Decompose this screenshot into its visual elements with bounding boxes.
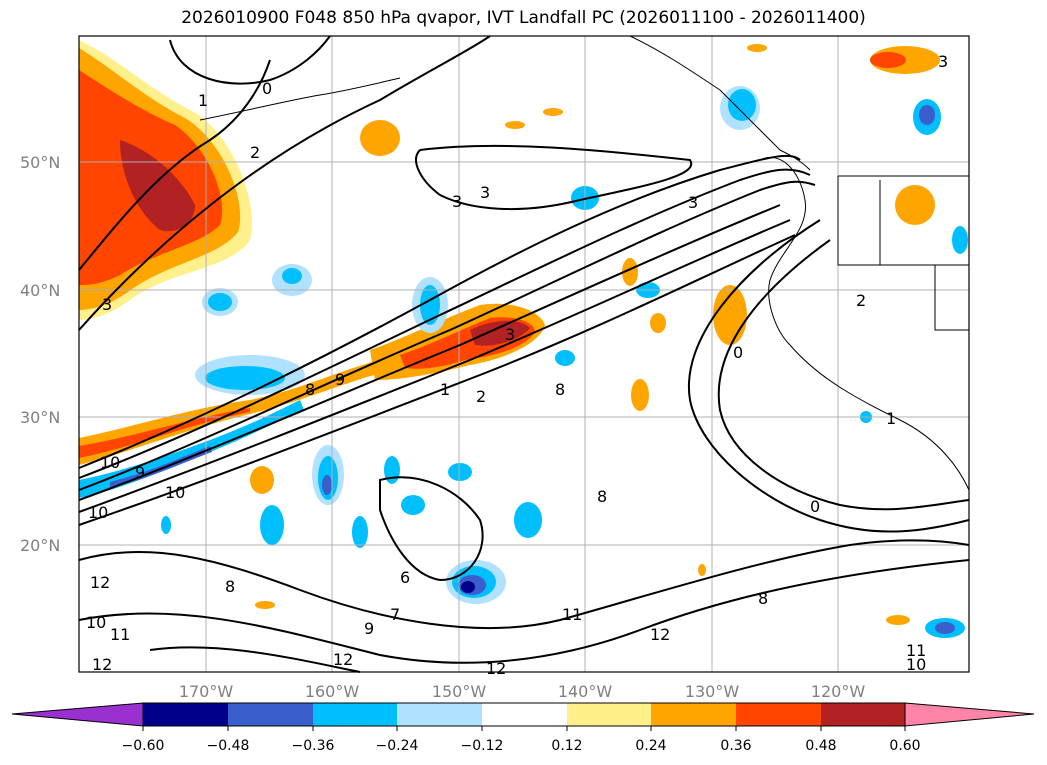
contour-label: 10 [906, 655, 926, 674]
colorbar-segment [736, 703, 821, 726]
lat-label-20: 20°N [20, 536, 60, 555]
colorbar: −0.60 −0.48 −0.36 −0.24 −0.12 0.12 0.24 … [11, 702, 1035, 754]
colorbar-tick-label: −0.48 [207, 738, 250, 754]
contour-label: 11 [110, 625, 130, 644]
colorbar-segment [482, 703, 567, 726]
colorbar-segment [397, 703, 482, 726]
colorbar-tick-label: −0.12 [461, 738, 504, 754]
contour-label: 10 [86, 613, 106, 632]
contour-label: 0 [810, 497, 820, 516]
colorbar-segment [821, 703, 905, 726]
contour-label: 8 [305, 380, 315, 399]
gridlines [79, 36, 969, 672]
contour-label: 1 [886, 409, 896, 428]
lat-label-30: 30°N [20, 408, 60, 427]
contour-label: 10 [88, 503, 108, 522]
contour-label: 8 [758, 589, 768, 608]
colorbar-tick-label: −0.24 [376, 738, 419, 754]
lon-label-140w: 140°W [558, 682, 613, 701]
contour-label: 12 [90, 573, 110, 592]
chart-title: 2026010900 F048 850 hPa qvapor, IVT Land… [181, 8, 866, 28]
contour-label: 11 [562, 605, 582, 624]
contour-label: 10 [100, 453, 120, 472]
colorbar-tick-label: −0.60 [122, 738, 165, 754]
contour-label: 8 [555, 380, 565, 399]
contour-label: 9 [364, 619, 374, 638]
colorbar-tick-label: 0.12 [551, 738, 582, 754]
lat-label-50: 50°N [20, 153, 60, 172]
colorbar-tick-label: 0.36 [720, 738, 751, 754]
colorbar-frame [142, 702, 906, 727]
colorbar-tick-label: −0.36 [292, 738, 335, 754]
lon-label-120w: 120°W [811, 682, 866, 701]
contour-label: 0 [262, 79, 272, 98]
colorbar-tick-label: 0.48 [805, 738, 836, 754]
contour-label: 3 [480, 183, 490, 202]
map-frame [78, 35, 970, 673]
contour-label: 12 [486, 659, 506, 678]
lon-labels: 170°W 160°W 150°W 140°W 130°W 120°W [179, 682, 866, 701]
contour-label: 3 [938, 52, 948, 71]
contour-label: 2 [856, 291, 866, 310]
contour-labels: 0 1 2 3 3 3 3 3 3 8 9 10 10 9 1 2 8 8 10… [86, 52, 948, 678]
contour-label: 3 [688, 193, 698, 212]
contour-label: 11 [906, 641, 926, 660]
contour-label: 8 [225, 577, 235, 596]
contour-label: 10 [165, 483, 185, 502]
colorbar-segment [904, 702, 1035, 727]
lon-label-160w: 160°W [305, 682, 360, 701]
contour-label: 12 [333, 650, 353, 669]
ivt-contours [78, 35, 970, 673]
contour-label: 12 [650, 625, 670, 644]
lat-label-40: 40°N [20, 281, 60, 300]
lon-label-150w: 150°W [432, 682, 487, 701]
colorbar-segment [651, 703, 736, 726]
contour-label: 2 [250, 143, 260, 162]
contour-label: 7 [390, 605, 400, 624]
contour-label: 9 [135, 463, 145, 482]
contour-label: 1 [440, 380, 450, 399]
contour-label: 2 [476, 387, 486, 406]
contour-label: 0 [733, 343, 743, 362]
lon-label-130w: 130°W [685, 682, 740, 701]
contour-label: 3 [505, 325, 515, 344]
colorbar-segment [567, 703, 651, 726]
contour-label: 3 [102, 295, 112, 314]
contour-label: 1 [198, 91, 208, 110]
map-panel: 0 1 2 3 3 3 3 3 3 8 9 10 10 9 1 2 8 8 10… [78, 35, 970, 678]
contour-label: 9 [335, 370, 345, 389]
contour-label: 12 [92, 655, 112, 674]
colorbar-segment [313, 703, 397, 726]
contour-label: 3 [452, 192, 462, 211]
colorbar-tick-label: 0.24 [635, 738, 666, 754]
colorbar-segment [11, 702, 144, 727]
colorbar-tick-label: 0.60 [889, 738, 920, 754]
colorbar-segment [228, 703, 313, 726]
lat-labels: 50°N 40°N 30°N 20°N [20, 153, 60, 555]
contour-label: 6 [400, 568, 410, 587]
lon-label-170w: 170°W [179, 682, 234, 701]
contour-label: 8 [597, 487, 607, 506]
colorbar-segment [143, 703, 228, 726]
